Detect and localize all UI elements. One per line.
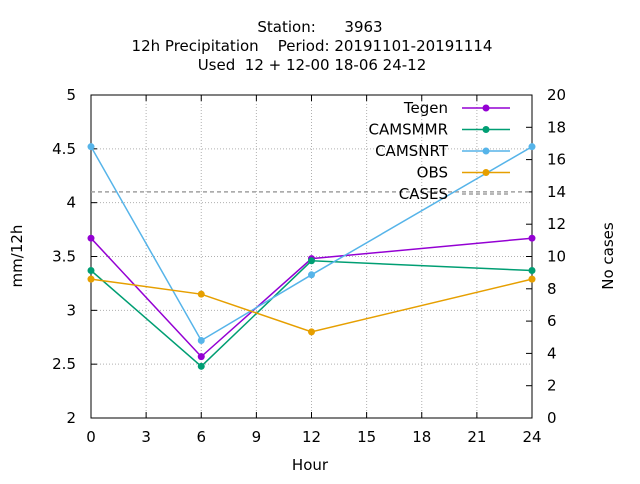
series-line-obs — [90, 278, 533, 333]
x-tick-label: 6 — [196, 428, 206, 446]
legend-label-camsmmr: CAMSMMR — [368, 121, 448, 139]
y2-tick-label: 12 — [547, 215, 566, 233]
data-point-camsnrt — [528, 143, 536, 151]
data-point-camsmmr — [87, 266, 95, 274]
legend-label-cases: CASES — [399, 185, 448, 203]
y2-tick-label: 10 — [547, 248, 566, 266]
y-tick-label: 5 — [66, 86, 76, 104]
chart-title-line-1: Station: 3963 — [257, 18, 382, 36]
x-tick-label: 18 — [412, 428, 431, 446]
y-tick-label: 4.5 — [52, 140, 76, 158]
data-point-camsnrt — [87, 143, 95, 151]
x-tick-label: 0 — [86, 428, 96, 446]
legend: Tegen CAMSMMR CAMSNRT OBS CASES — [368, 99, 510, 203]
chart-title-line-2: 12h Precipitation Period: 20191101-20191… — [132, 37, 493, 55]
data-point-camsmmr — [528, 266, 536, 274]
y2-tick-label: 2 — [547, 377, 557, 395]
data-point-tegen — [528, 234, 536, 242]
data-point-camsnrt — [197, 336, 205, 344]
y-tick-label: 3.5 — [52, 248, 76, 266]
x-tick-label: 3 — [141, 428, 151, 446]
chart-title-line-3: Used 12 + 12-00 18-06 24-12 — [198, 56, 427, 74]
y-tick-label: 2.5 — [52, 355, 76, 373]
data-point-camsmmr — [197, 362, 205, 370]
y2-tick-label: 18 — [547, 118, 566, 136]
x-axis-label: Hour — [292, 456, 329, 474]
x-tick-label: 12 — [302, 428, 321, 446]
axes: 0 3 6 9 12 15 18 21 2422.533.544.550246810121416… — [52, 86, 566, 446]
data-point-tegen — [87, 234, 95, 242]
series-line-camsnrt — [90, 146, 533, 342]
data-point-obs — [528, 275, 536, 283]
y2-tick-label: 4 — [547, 344, 557, 362]
legend-marker-camsnrt — [482, 147, 490, 155]
data-point-obs — [197, 290, 205, 298]
data-point-tegen — [197, 353, 205, 361]
data-point-camsnrt — [308, 271, 315, 279]
y2-tick-label: 14 — [547, 183, 566, 201]
legend-marker-obs — [482, 169, 490, 176]
y2-tick-label: 16 — [547, 151, 566, 169]
y2-tick-label: 20 — [547, 86, 566, 104]
legend-marker-camsmmr — [482, 126, 490, 133]
y2-tick-label: 6 — [547, 312, 557, 330]
data-point-obs — [87, 275, 95, 283]
legend-label-obs: OBS — [417, 164, 448, 182]
y2-tick-label: 0 — [547, 409, 557, 427]
x-tick-label: 24 — [522, 428, 541, 446]
x-tick-label: 15 — [357, 428, 376, 446]
legend-label-camsnrt: CAMSNRT — [375, 142, 449, 160]
data-point-obs — [308, 328, 315, 336]
legend-label-tegen: Tegen — [403, 99, 448, 117]
x-tick-label: 21 — [467, 428, 486, 446]
x-tick-label: 9 — [252, 428, 262, 446]
y2-tick-label: 8 — [547, 280, 557, 298]
legend-marker-tegen — [482, 104, 490, 112]
series-lines — [87, 143, 536, 370]
y-tick-label: 3 — [66, 301, 76, 319]
y-axis-label: mm/12h — [8, 225, 26, 288]
y-tick-label: 4 — [66, 194, 76, 212]
y-tick-label: 2 — [66, 409, 76, 427]
data-point-camsmmr — [308, 257, 315, 265]
y2-axis-label: No cases — [599, 222, 617, 290]
